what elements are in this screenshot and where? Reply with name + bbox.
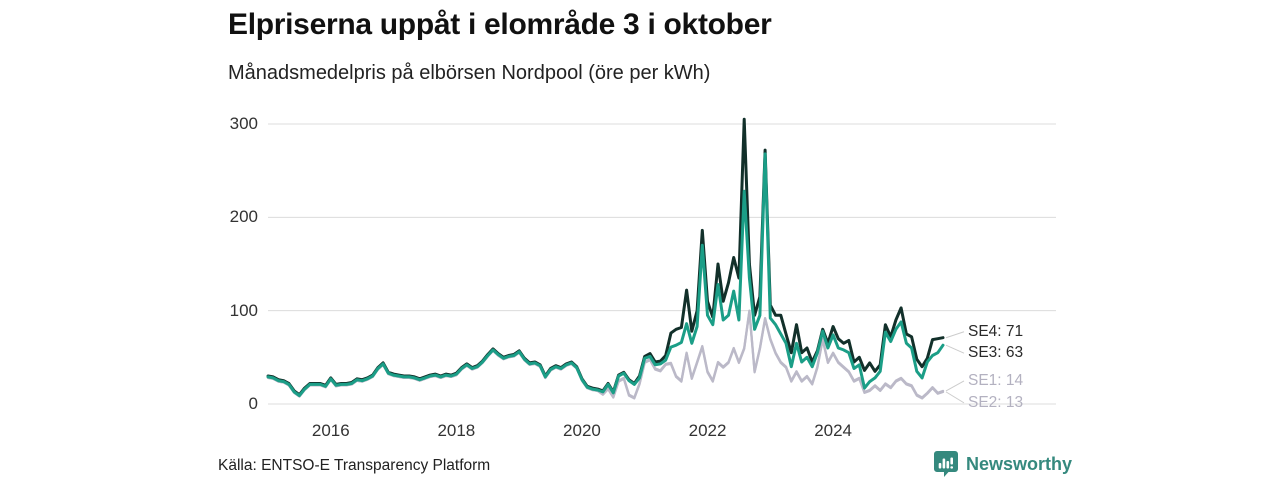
end-label-connector-SE1 bbox=[945, 380, 965, 392]
chart-title: Elpriserna uppåt i elområde 3 i oktober bbox=[228, 8, 772, 41]
newsworthy-logo[interactable]: Newsworthy bbox=[933, 450, 1072, 478]
series-end-label-SE3: SE3: 63 bbox=[968, 344, 1024, 362]
end-label-connector-SE2 bbox=[945, 391, 965, 404]
end-label-connector-SE4 bbox=[945, 331, 965, 339]
x-tick-label-2024: 2024 bbox=[814, 421, 853, 440]
series-SE4-line bbox=[266, 117, 945, 397]
chart-subtitle: Månadsmedelpris på elbörsen Nordpool (ör… bbox=[228, 62, 711, 84]
y-tick-label-100: 100 bbox=[229, 300, 258, 320]
y-tick-label-0: 0 bbox=[248, 394, 258, 413]
newsworthy-bubble-chart-icon bbox=[933, 450, 959, 478]
y-tick-label-200: 200 bbox=[229, 207, 258, 227]
series-SE3-line bbox=[266, 152, 945, 398]
x-tick-label-2018: 2018 bbox=[437, 421, 476, 440]
x-tick-label-2020: 2020 bbox=[563, 421, 601, 440]
series-end-label-SE4: SE4: 71 bbox=[968, 322, 1024, 340]
source-note: Källa: ENTSO-E Transparency Platform bbox=[218, 457, 491, 474]
series-end-label-SE1: SE1: 14 bbox=[968, 371, 1024, 389]
newsworthy-wordmark: Newsworthy bbox=[966, 453, 1073, 474]
y-tick-label-300: 300 bbox=[229, 114, 258, 133]
series-end-label-SE2: SE2: 13 bbox=[968, 393, 1024, 411]
end-label-connector-SE3 bbox=[945, 344, 965, 354]
x-tick-label-2016: 2016 bbox=[311, 421, 350, 440]
series-SE1-line bbox=[266, 309, 945, 399]
x-tick-label-2022: 2022 bbox=[688, 421, 727, 440]
